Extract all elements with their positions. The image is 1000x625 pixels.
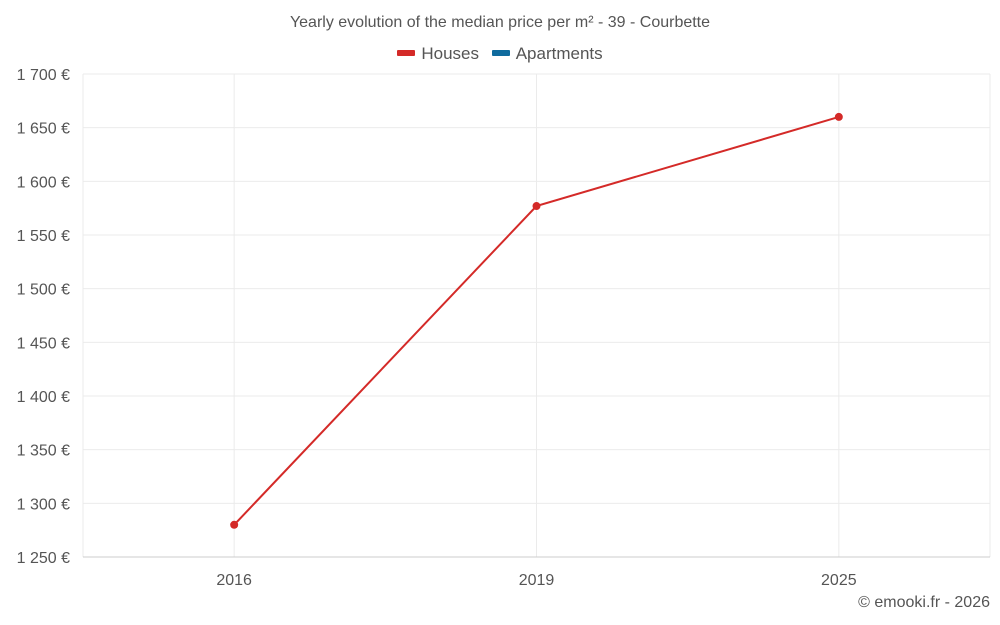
grid — [82, 73, 991, 557]
y-tick-label: 1 550 € — [17, 228, 70, 245]
y-tick-label: 1 250 € — [17, 550, 70, 567]
legend: Houses Apartments — [0, 44, 1000, 64]
data-point-houses[interactable] — [532, 202, 541, 211]
legend-label-apartments: Apartments — [515, 44, 603, 63]
y-tick-label: 1 400 € — [17, 389, 70, 406]
data-point-houses[interactable] — [834, 112, 843, 121]
legend-label-houses: Houses — [421, 44, 479, 63]
axes: 1 250 € 1 300 € 1 350 € 1 400 € 1 450 € 1 500… — [17, 67, 990, 589]
y-tick-label: 1 300 € — [17, 496, 70, 513]
y-tick-label: 1 600 € — [17, 174, 70, 191]
series — [230, 112, 843, 529]
credit-text: © emooki.fr - 2026 — [858, 594, 990, 611]
data-point-houses[interactable] — [230, 520, 239, 529]
x-tick-label: 2016 — [216, 572, 252, 589]
legend-item-apartments[interactable]: Apartments — [491, 44, 603, 64]
legend-swatch-houses — [397, 49, 416, 56]
legend-item-houses[interactable]: Houses — [397, 44, 479, 64]
x-tick-label: 2025 — [821, 572, 857, 589]
y-tick-label: 1 350 € — [17, 443, 70, 460]
y-tick-label: 1 500 € — [17, 282, 70, 299]
y-tick-label: 1 700 € — [17, 67, 70, 84]
y-tick-label: 1 450 € — [17, 335, 70, 352]
y-tick-label: 1 650 € — [17, 121, 70, 138]
chart-title: Yearly evolution of the median price per… — [289, 14, 711, 31]
legend-swatch-apartments — [491, 49, 510, 56]
x-tick-label: 2019 — [519, 572, 555, 589]
